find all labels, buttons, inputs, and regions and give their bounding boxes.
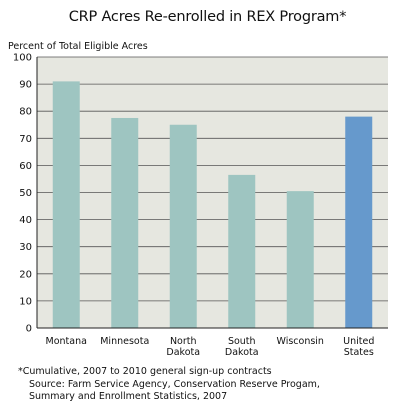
x-tick-label: North Dakota (166, 336, 200, 358)
y-tick-label: 60 (19, 161, 32, 172)
source-line: Source: Farm Service Agency, Conservatio… (29, 379, 320, 390)
y-tick-label: 80 (19, 107, 32, 118)
x-tick-label: Minnesota (100, 336, 149, 347)
y-tick-label: 20 (19, 269, 32, 280)
bar (111, 117, 139, 328)
bar (52, 81, 80, 328)
y-tick-label: 10 (19, 296, 32, 307)
y-axis-ticks: 0 10 20 30 40 50 60 70 80 90 100 (13, 53, 32, 335)
bar (228, 174, 256, 328)
x-axis-labels: Montana Minnesota North Dakota South Dakota Wi… (46, 336, 375, 358)
source-line: Summary and Enrollment Statistics, 2007 (29, 391, 228, 402)
footnote: *Cumulative, 2007 to 2010 general sign-u… (18, 366, 272, 377)
y-tick-label: 30 (19, 242, 32, 253)
source-note: Source: Farm Service Agency, Conservatio… (29, 379, 389, 403)
y-tick-label: 70 (19, 134, 32, 145)
chart-title: CRP Acres Re-enrolled in REX Program* (68, 9, 347, 25)
y-tick-label: 40 (19, 215, 32, 226)
bar (345, 116, 373, 329)
y-tick-label: 90 (19, 80, 32, 91)
y-tick-label: 50 (19, 188, 32, 199)
bars (52, 81, 373, 329)
x-tick-label: Montana (46, 336, 87, 347)
gridlines (37, 56, 388, 302)
y-tick-label: 0 (26, 324, 32, 335)
x-tick-label: South Dakota (225, 336, 259, 358)
y-tick-label: 100 (13, 53, 32, 64)
x-tick-label: United States (343, 336, 374, 358)
y-axis-label: Percent of Total Eligible Acres (8, 41, 148, 52)
bar (286, 191, 314, 328)
x-tick-label: Wisconsin (277, 336, 324, 347)
bar (169, 124, 197, 328)
